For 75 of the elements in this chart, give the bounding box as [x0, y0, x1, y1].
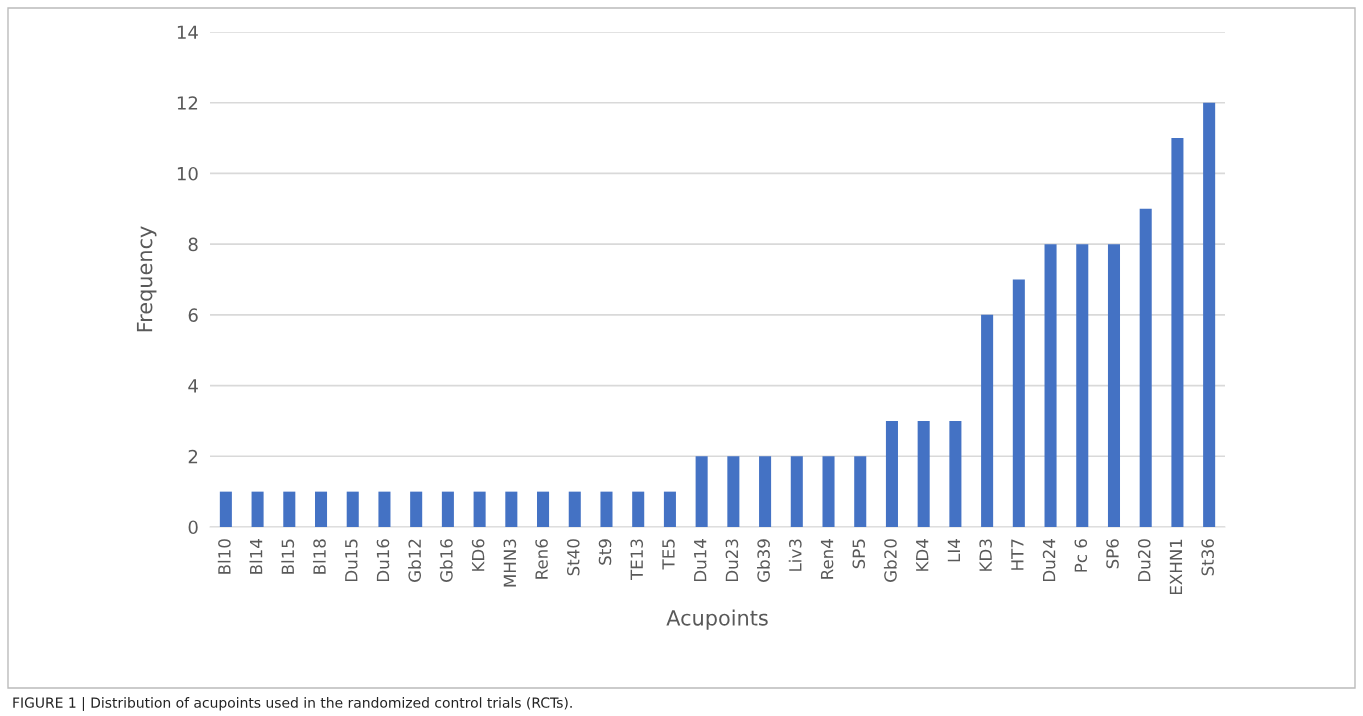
- x-tick-label: SP5: [852, 539, 866, 569]
- x-tick-label: Bl18: [312, 539, 326, 574]
- bar: [600, 491, 613, 527]
- y-axis-title: Frequency: [136, 226, 157, 332]
- x-tick-label: Bl15: [281, 539, 295, 574]
- bar: [568, 491, 581, 527]
- bar: [790, 456, 803, 527]
- bar: [1107, 244, 1121, 527]
- y-tick-label: 6: [188, 308, 198, 322]
- y-tick-label: 14: [177, 25, 198, 39]
- x-tick-label: Du24: [1042, 539, 1056, 582]
- x-tick-label: Du15: [345, 539, 358, 582]
- bar: [537, 491, 550, 527]
- bar: [917, 420, 930, 527]
- bar: [727, 456, 740, 527]
- x-tick-label: TE5: [662, 539, 675, 570]
- bar: [219, 491, 232, 527]
- bar: [251, 491, 264, 527]
- x-tick-label: HT7: [1011, 539, 1024, 570]
- x-tick-label: EXHN1: [1169, 539, 1183, 595]
- bar: [1139, 208, 1152, 527]
- bar: [632, 491, 645, 527]
- y-tick-label: 12: [177, 96, 198, 110]
- bar: [759, 456, 772, 527]
- bar: [854, 456, 867, 527]
- bar: [1044, 244, 1057, 527]
- bar: [441, 491, 454, 527]
- x-tick-label: Du20: [1137, 539, 1151, 582]
- x-tick-label: Gb16: [439, 539, 453, 582]
- bar: [1012, 279, 1025, 527]
- x-tick-label: St40: [566, 539, 580, 576]
- bar: [346, 491, 359, 527]
- y-tick-label: 8: [188, 237, 198, 252]
- bar: [949, 420, 962, 527]
- x-tick-label: Liv3: [788, 539, 802, 571]
- y-tick-label: 2: [188, 449, 198, 464]
- caption: FIGURE 1 | Distribution of acupoints used in the randomized control trials (RCTs).: [13, 697, 572, 711]
- x-tick-label: Pc 6: [1074, 539, 1088, 572]
- x-tick-label: Gb12: [408, 539, 422, 582]
- x-tick-label: St36: [1201, 539, 1214, 576]
- bar: [1203, 102, 1216, 527]
- bar: [1076, 244, 1089, 527]
- bar: [695, 456, 708, 527]
- x-tick-label: Bl10: [217, 539, 231, 574]
- x-tick-label: MHN3: [503, 539, 517, 587]
- x-tick-label: KD6: [471, 539, 485, 571]
- bar: [663, 491, 676, 527]
- bar: [505, 491, 518, 527]
- bar: [410, 491, 423, 527]
- y-tick-label: 0: [188, 520, 198, 535]
- x-tick-label: Du23: [725, 539, 739, 582]
- x-tick-label: Ren6: [535, 539, 548, 579]
- bar: [1171, 138, 1184, 527]
- x-axis-title: Acupoints: [666, 609, 768, 630]
- y-tick-label: 4: [188, 379, 198, 393]
- x-tick-label: Ren4: [820, 539, 834, 579]
- x-tick-label: LI4: [947, 539, 960, 562]
- bar: [473, 491, 486, 527]
- bar: [822, 456, 835, 527]
- x-tick-label: St9: [598, 539, 612, 565]
- bar: [314, 491, 328, 527]
- x-tick-label: TE13: [630, 539, 644, 581]
- bar: [981, 314, 994, 527]
- x-tick-label: KD3: [979, 539, 992, 571]
- x-tick-label: Du14: [694, 539, 707, 582]
- bar: [378, 491, 391, 527]
- x-tick-label: Du16: [376, 539, 390, 582]
- x-tick-label: Bl14: [249, 539, 263, 574]
- x-tick-label: KD4: [916, 539, 929, 571]
- x-tick-label: SP6: [1106, 539, 1119, 569]
- x-tick-label: Gb20: [883, 539, 897, 582]
- bar: [283, 491, 296, 527]
- y-tick-label: 10: [177, 166, 198, 181]
- x-tick-label: Gb39: [757, 539, 770, 582]
- bar: [885, 420, 898, 527]
